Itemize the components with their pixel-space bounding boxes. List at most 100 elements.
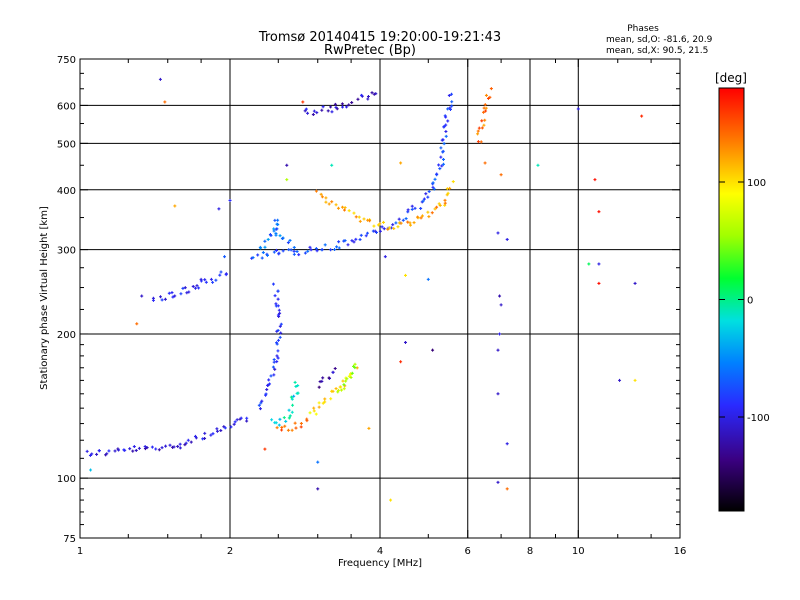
echo-point (380, 225, 384, 229)
echo-point (350, 239, 354, 243)
echo-point (426, 195, 430, 199)
echo-point (337, 388, 341, 392)
echo-point (420, 214, 424, 218)
echo-point (450, 104, 454, 108)
echo-point (191, 284, 195, 288)
y-tick-labels: 75 100 200 300 400 500 600 750 (57, 55, 76, 545)
echo-point (505, 442, 509, 446)
echo-point (401, 218, 405, 222)
echo-point (386, 227, 390, 231)
echo-point (483, 103, 487, 107)
echo-point (293, 380, 297, 384)
echo-point (498, 294, 502, 298)
echo-point (352, 211, 356, 215)
data-points (85, 77, 644, 502)
echo-point (245, 416, 249, 420)
echo-point (88, 453, 92, 457)
echo-point (365, 231, 369, 235)
echo-point (176, 444, 180, 448)
echo-point (406, 220, 410, 224)
echo-point (394, 221, 398, 225)
echo-point (290, 397, 294, 401)
echo-point (272, 229, 276, 233)
echo-point (268, 233, 272, 237)
echo-point (135, 322, 139, 326)
colorbar-frame (718, 87, 745, 512)
echo-point (287, 408, 291, 412)
echo-point (316, 460, 320, 464)
echo-point (279, 322, 283, 326)
echo-point (308, 411, 312, 415)
echo-point (450, 100, 454, 104)
echo-point (374, 92, 378, 96)
echo-point (408, 221, 412, 225)
echo-point (223, 255, 227, 259)
echo-point (157, 448, 161, 452)
echo-point (484, 93, 488, 97)
echo-point (444, 115, 448, 119)
echo-point (339, 388, 343, 392)
echo-point (178, 446, 182, 450)
echo-point (276, 338, 280, 342)
echo-point (489, 87, 493, 91)
echo-point (451, 180, 455, 184)
echo-point (306, 249, 310, 253)
echo-point (274, 302, 278, 306)
echo-point (439, 146, 443, 150)
echo-point (422, 197, 426, 201)
echo-point (424, 192, 428, 196)
echo-point (276, 218, 280, 222)
echo-point (290, 428, 294, 432)
echo-point (427, 215, 431, 219)
echo-point (483, 118, 487, 122)
echo-point (211, 432, 215, 436)
gridlines (80, 59, 680, 538)
echo-point (437, 163, 441, 167)
echo-point (421, 199, 425, 203)
echo-point (496, 348, 500, 352)
echo-point (488, 95, 492, 99)
echo-point (330, 163, 334, 167)
echo-point (143, 445, 147, 449)
x-tick-label: 6 (465, 546, 471, 557)
echo-point (311, 113, 315, 117)
echo-point (280, 425, 284, 429)
echo-point (163, 297, 167, 301)
echo-point (413, 206, 417, 210)
echo-point (288, 238, 292, 242)
echo-point (389, 498, 393, 502)
echo-point (159, 295, 163, 299)
echo-point (317, 401, 321, 405)
echo-point (280, 428, 284, 432)
echo-point (350, 101, 354, 105)
echo-point (209, 433, 213, 437)
echo-point (173, 204, 177, 208)
echo-point (266, 237, 270, 241)
echo-point (410, 204, 414, 208)
echo-point (438, 203, 442, 207)
echo-point (440, 164, 444, 168)
y-tick-label: 600 (57, 101, 76, 112)
echo-point (256, 253, 260, 257)
echo-point (301, 100, 305, 104)
echo-point (433, 207, 437, 211)
echo-point (228, 198, 232, 202)
echo-point (593, 178, 597, 182)
echo-point (215, 427, 219, 431)
echo-point (368, 219, 372, 223)
echo-point (343, 206, 347, 210)
echo-point (432, 187, 436, 191)
echo-point (239, 416, 243, 420)
echo-point (266, 383, 270, 387)
echo-point (290, 410, 294, 414)
echo-point (193, 434, 197, 438)
chart-subtitle: RwPretec (Bp) (324, 43, 416, 58)
echo-point (183, 443, 187, 447)
echo-point (260, 256, 264, 260)
echo-point (189, 440, 193, 444)
echo-point (292, 252, 296, 256)
echo-point (277, 251, 281, 255)
echo-point (299, 421, 303, 425)
echo-point (337, 240, 341, 244)
